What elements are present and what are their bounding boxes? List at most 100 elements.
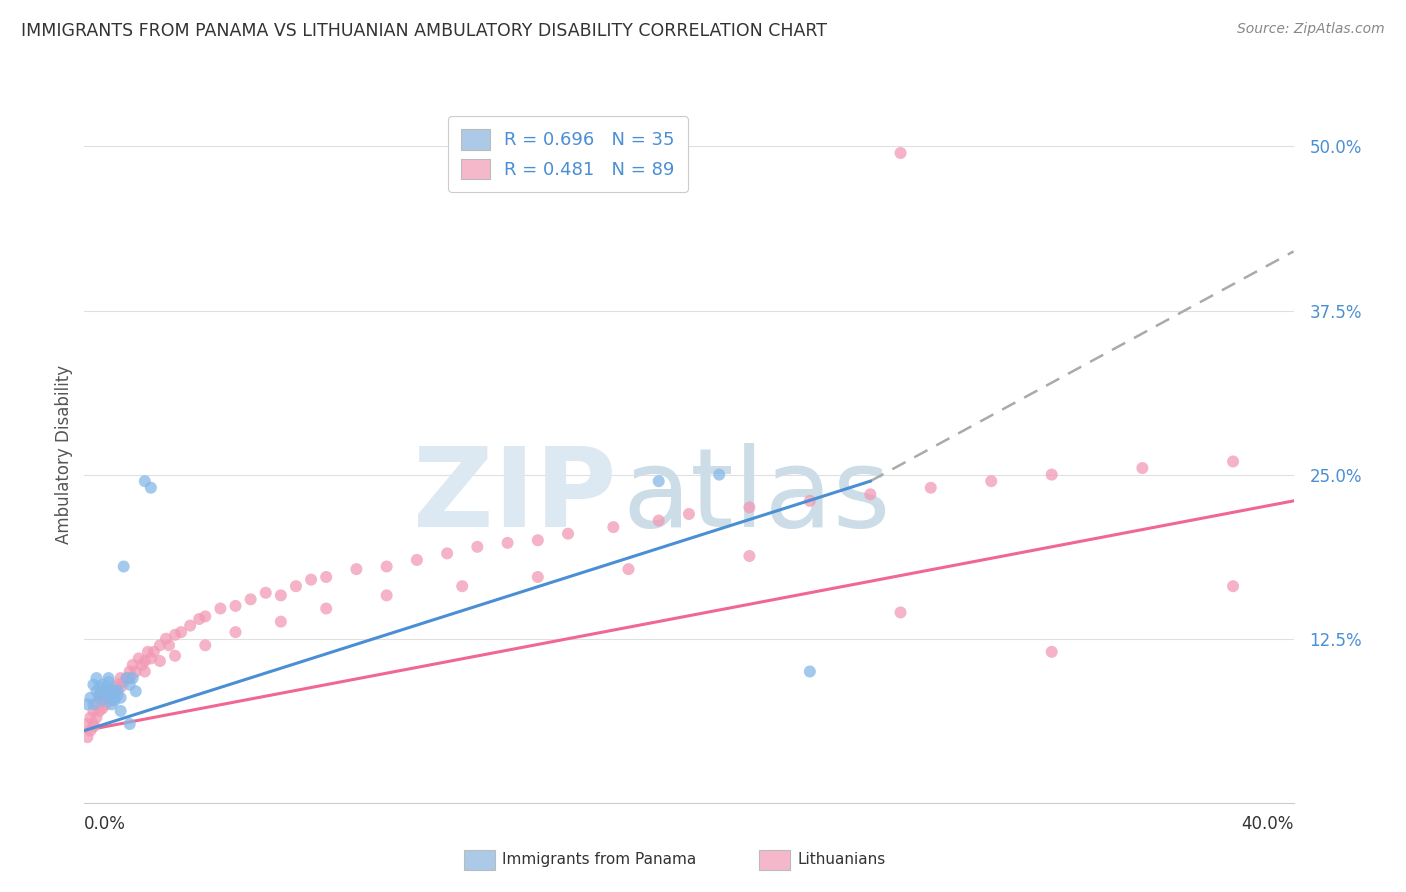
Point [134, 665, 156, 679]
Point [149, 638, 172, 652]
Y-axis label: Ambulatory Disability: Ambulatory Disability [55, 366, 73, 544]
Point [134, 474, 156, 488]
Point [139, 651, 162, 665]
Point [920, 481, 942, 495]
Point [1222, 579, 1244, 593]
Point [139, 481, 162, 495]
Point [91, 678, 114, 692]
Point [97, 675, 120, 690]
Point [155, 632, 177, 646]
Point [112, 675, 135, 690]
Point [179, 618, 201, 632]
Point [91, 693, 114, 707]
Point [142, 645, 165, 659]
Point [82, 717, 104, 731]
Text: IMMIGRANTS FROM PANAMA VS LITHUANIAN AMBULATORY DISABILITY CORRELATION CHART: IMMIGRANTS FROM PANAMA VS LITHUANIAN AMB… [21, 22, 827, 40]
Point [115, 671, 138, 685]
Point [496, 536, 519, 550]
Point [194, 609, 217, 624]
Point [134, 654, 156, 668]
Point [859, 487, 882, 501]
Point [270, 615, 292, 629]
Point [451, 579, 474, 593]
Text: Lithuanians: Lithuanians [797, 853, 886, 867]
Point [647, 514, 671, 528]
Point [89, 704, 111, 718]
Point [76, 730, 98, 744]
Point [89, 688, 111, 702]
Point [86, 710, 108, 724]
Point [890, 606, 912, 620]
Point [110, 680, 132, 694]
Point [118, 665, 141, 679]
Point [79, 710, 101, 724]
Point [557, 526, 579, 541]
Point [406, 553, 429, 567]
Point [799, 494, 821, 508]
Point [467, 540, 489, 554]
Point [526, 570, 548, 584]
Point [89, 688, 111, 702]
Point [112, 559, 135, 574]
Point [136, 645, 159, 659]
Point [1222, 454, 1244, 468]
Point [107, 682, 129, 697]
Point [89, 680, 111, 694]
Legend: R = 0.696   N = 35, R = 0.481   N = 89: R = 0.696 N = 35, R = 0.481 N = 89 [449, 116, 688, 192]
Point [526, 533, 548, 548]
Point [121, 657, 143, 672]
Point [163, 628, 186, 642]
Point [299, 573, 322, 587]
Point [76, 698, 98, 712]
Point [270, 588, 292, 602]
Point [82, 704, 104, 718]
Point [91, 684, 114, 698]
Point [209, 601, 232, 615]
Text: Source: ZipAtlas.com: Source: ZipAtlas.com [1237, 22, 1385, 37]
Point [157, 638, 180, 652]
Point [131, 657, 153, 672]
Point [163, 648, 186, 663]
Point [436, 546, 458, 560]
Text: atlas: atlas [623, 443, 891, 550]
Point [118, 671, 141, 685]
Point [104, 690, 127, 705]
Point [738, 500, 761, 515]
Point [79, 690, 101, 705]
Point [617, 562, 640, 576]
Point [86, 671, 108, 685]
Point [254, 586, 277, 600]
Point [104, 693, 127, 707]
Point [799, 665, 821, 679]
Point [678, 507, 700, 521]
Point [86, 684, 108, 698]
Point [602, 520, 624, 534]
Point [188, 612, 211, 626]
Point [94, 698, 117, 712]
Point [100, 690, 122, 705]
Point [82, 678, 104, 692]
Point [104, 684, 127, 698]
Point [225, 625, 247, 640]
Point [1130, 461, 1153, 475]
Point [239, 592, 262, 607]
Point [315, 570, 337, 584]
Point [375, 588, 398, 602]
Point [82, 720, 104, 734]
Point [104, 680, 127, 694]
Point [980, 474, 1002, 488]
Point [1040, 645, 1063, 659]
Point [97, 684, 120, 698]
Point [82, 698, 104, 712]
Point [194, 638, 217, 652]
Point [118, 671, 141, 685]
Point [225, 599, 247, 613]
Text: 40.0%: 40.0% [1241, 815, 1294, 833]
Point [89, 690, 111, 705]
Point [149, 654, 172, 668]
Point [709, 467, 731, 482]
Point [91, 701, 114, 715]
Point [118, 717, 141, 731]
Text: 0.0%: 0.0% [84, 815, 127, 833]
Point [170, 625, 193, 640]
